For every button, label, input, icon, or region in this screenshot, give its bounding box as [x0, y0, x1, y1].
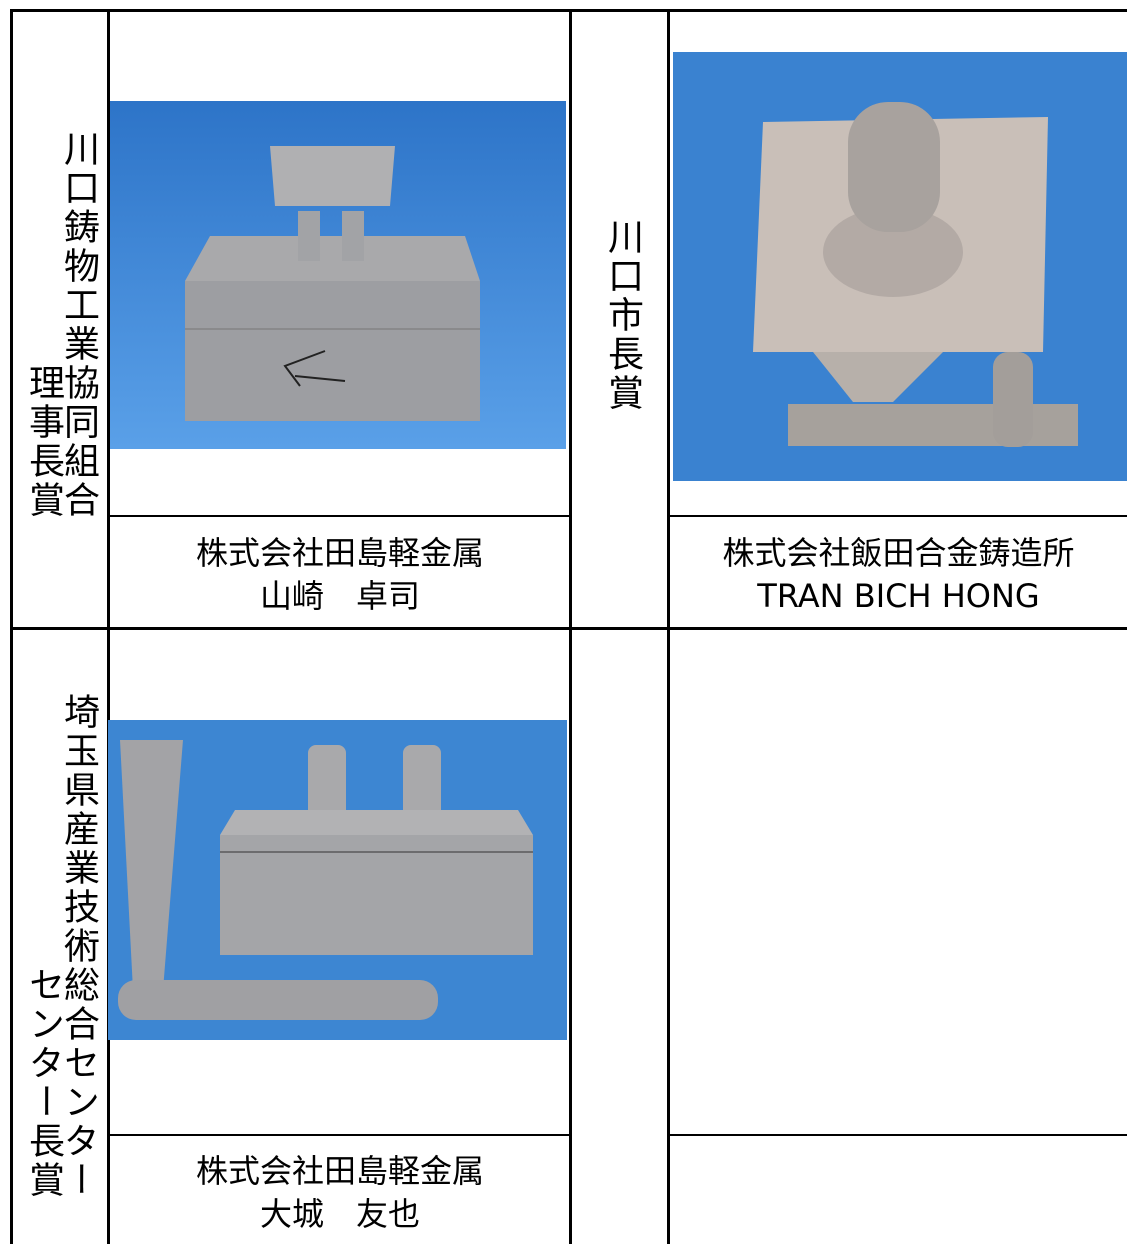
border [10, 9, 13, 1244]
caption: 株式会社田島軽金属 大城 友也 [110, 1150, 570, 1236]
border [107, 1134, 572, 1136]
award-label: 埼玉県産業技術総合センター センター長賞 [22, 670, 99, 1200]
photo [110, 101, 566, 449]
award-line: センター長賞 [23, 966, 64, 1200]
award-line: 川口鋳物工業協同組合 [58, 130, 99, 520]
border [107, 515, 572, 517]
photo [673, 52, 1127, 481]
award-label: 川口鋳物工業協同組合 理事長賞 [22, 110, 99, 520]
person-name: 大城 友也 [259, 1195, 420, 1233]
company: 株式会社田島軽金属 [195, 534, 484, 572]
company: 株式会社飯田合金鋳造所 [722, 534, 1075, 572]
person-name: 山崎 卓司 [259, 577, 420, 615]
award-line: 川口市長賞 [602, 218, 643, 413]
border [107, 9, 110, 1244]
person-name: TRAN BICH HONG [757, 577, 1040, 615]
award-line: 理事長賞 [23, 364, 64, 520]
award-line: 埼玉県産業技術総合センター [58, 693, 99, 1200]
border [667, 1134, 1127, 1136]
award-label: 川口市長賞 [600, 218, 643, 438]
border [667, 515, 1127, 517]
border [10, 627, 1127, 630]
caption: 株式会社田島軽金属 山崎 卓司 [110, 532, 570, 618]
company: 株式会社田島軽金属 [195, 1152, 484, 1190]
caption: 株式会社飯田合金鋳造所 TRAN BICH HONG [670, 532, 1127, 618]
border [10, 9, 1127, 12]
border [667, 9, 670, 1244]
border [569, 9, 572, 1244]
photo [108, 720, 567, 1040]
